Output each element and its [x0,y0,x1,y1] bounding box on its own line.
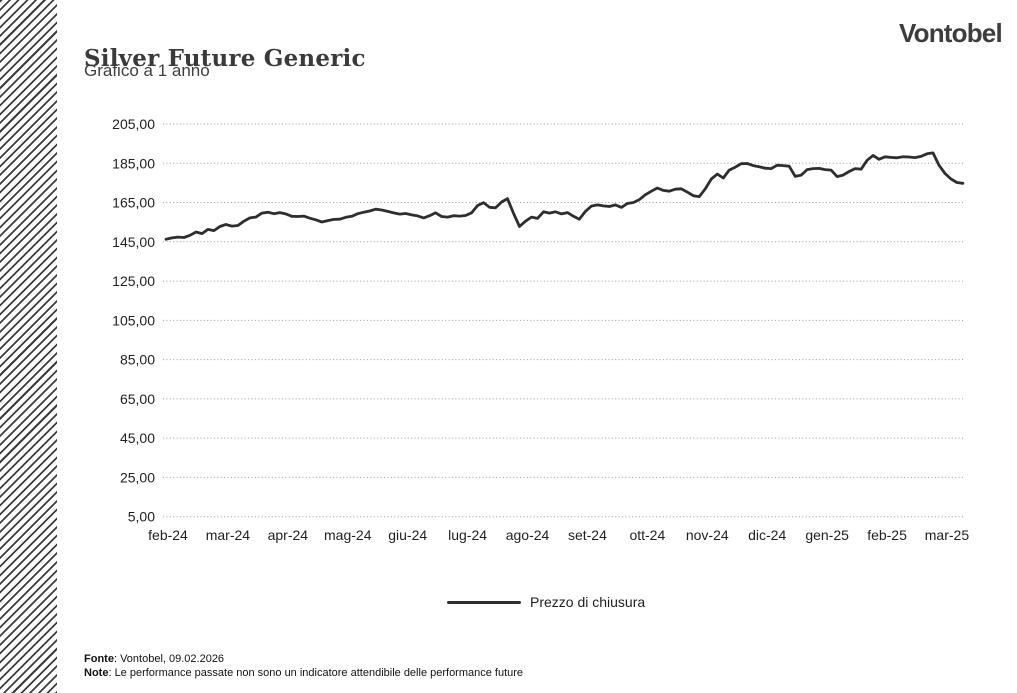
note-label: Note [84,666,109,679]
decorative-diagonal-stripes [0,0,57,693]
x-axis-tick-label: mar-25 [925,527,970,543]
source-text: : Vontobel, 09.02.2026 [113,653,225,665]
x-axis-tick-label: mag-24 [324,527,372,543]
y-axis-tick-label: 65,00 [120,391,155,407]
y-axis-tick-label: 25,00 [120,469,155,485]
x-axis-tick-label: dic-24 [748,527,786,543]
x-axis-tick-label: nov-24 [686,527,729,543]
x-axis-tick-label: set-24 [568,527,607,543]
x-axis-tick-label: apr-24 [268,527,309,543]
source-label: Fonte [84,653,114,665]
price-line-chart: 205,00 185,00 165,00 145,00 125,00 105,00 85,0… [112,116,970,543]
source-line: Fonte: Vontobel, 09.02.2026 [84,653,523,667]
y-axis-tick-label: 205,00 [112,116,155,132]
y-axis-tick-label: 45,00 [120,430,155,446]
x-axis-tick-label: lug-24 [448,527,487,543]
y-axis-tick-label: 165,00 [112,195,155,211]
x-axis-tick-label: ago-24 [506,527,550,543]
y-axis-tick-label: 185,00 [112,155,155,171]
chart-footnotes: Fonte: Vontobel, 09.02.2026 Note: Le per… [84,653,523,680]
x-axis-tick-label: ott-24 [629,527,665,543]
y-axis-tick-label: 145,00 [112,234,155,250]
y-axis-tick-label: 85,00 [120,352,155,368]
note-text: : Le performance passate non sono un ind… [108,666,524,679]
chart-canvas: 205,00 185,00 165,00 145,00 125,00 105,00 85,0… [112,116,970,543]
x-axis-tick-label: mar-24 [206,527,251,543]
note-line: Note: Le performance passate non sono un… [84,667,523,681]
chart-legend: Prezzo di chiusura [447,594,645,610]
y-axis-tick-label: 105,00 [112,312,155,328]
page-title: Silver Future Generic [84,45,366,73]
y-axis-tick-label: 125,00 [112,273,155,289]
legend-label: Prezzo di chiusura [530,594,646,610]
x-axis-tick-label: feb-24 [148,527,188,543]
legend-line-swatch [447,600,521,604]
price-series-line [164,151,965,241]
x-axis-tick-label: gen-25 [805,527,849,543]
y-axis-tick-label: 5,00 [128,509,155,525]
page-subtitle: Grafico a 1 anno [84,61,210,80]
x-axis-tick-label: feb-25 [867,527,907,543]
vontobel-logo: Vontobel [899,18,1003,48]
x-axis-tick-label: giu-24 [388,527,427,543]
